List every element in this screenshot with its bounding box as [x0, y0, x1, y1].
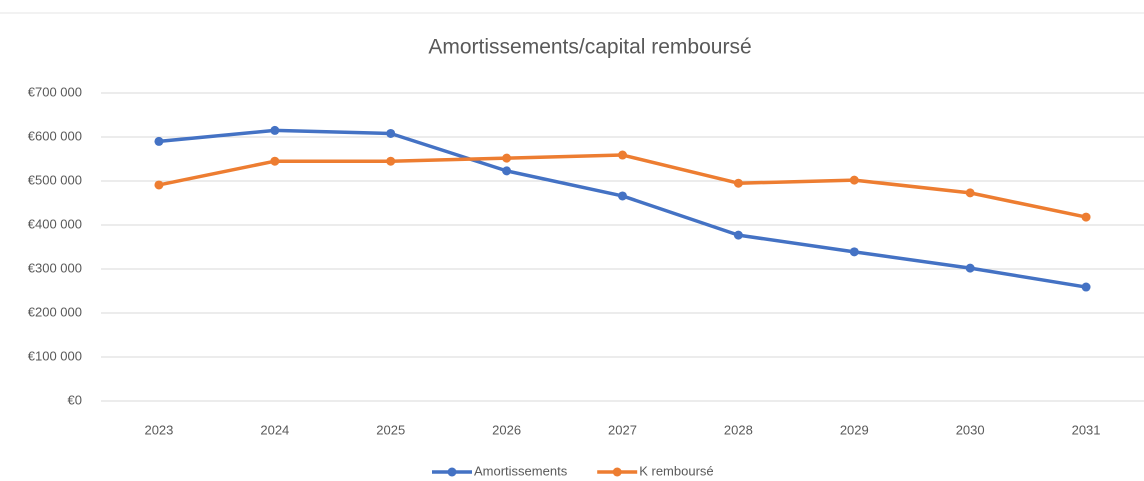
legend-label: K remboursé: [639, 463, 713, 478]
x-tick-label: 2030: [956, 422, 985, 437]
data-point: [386, 128, 396, 138]
x-tick-label: 2027: [608, 422, 637, 437]
data-point: [270, 125, 280, 135]
y-tick-label: €100 000: [28, 348, 82, 363]
data-point: [502, 166, 512, 176]
data-point: [849, 175, 859, 185]
y-tick-label: €0: [68, 392, 82, 407]
y-tick-label: €700 000: [28, 84, 82, 99]
y-tick-label: €200 000: [28, 304, 82, 319]
y-tick-label: €600 000: [28, 128, 82, 143]
data-point: [386, 156, 396, 166]
x-tick-label: 2024: [260, 422, 289, 437]
y-tick-label: €500 000: [28, 172, 82, 187]
y-tick-label: €300 000: [28, 260, 82, 275]
data-point: [965, 188, 975, 198]
data-point: [1081, 282, 1091, 292]
legend-marker: [612, 467, 622, 477]
series-line: [158, 153, 1087, 219]
legend-label: Amortissements: [474, 463, 568, 478]
data-point: [154, 180, 164, 190]
data-point: [154, 136, 164, 146]
data-point: [270, 156, 280, 166]
data-point: [502, 153, 512, 163]
x-tick-label: 2025: [376, 422, 405, 437]
chart-title: Amortissements/capital remboursé: [428, 36, 751, 59]
x-tick-label: 2026: [492, 422, 521, 437]
x-tick-label: 2031: [1072, 422, 1101, 437]
data-point: [733, 178, 743, 188]
data-point: [965, 263, 975, 273]
x-tick-label: 2028: [724, 422, 753, 437]
x-tick-label: 2023: [144, 422, 173, 437]
data-point: [849, 247, 859, 257]
data-point: [618, 191, 627, 201]
legend-marker: [447, 467, 457, 477]
y-tick-label: €400 000: [28, 216, 82, 231]
x-tick-label: 2029: [840, 422, 869, 437]
data-point: [733, 230, 743, 240]
data-point: [1081, 212, 1091, 222]
data-point: [618, 150, 627, 160]
